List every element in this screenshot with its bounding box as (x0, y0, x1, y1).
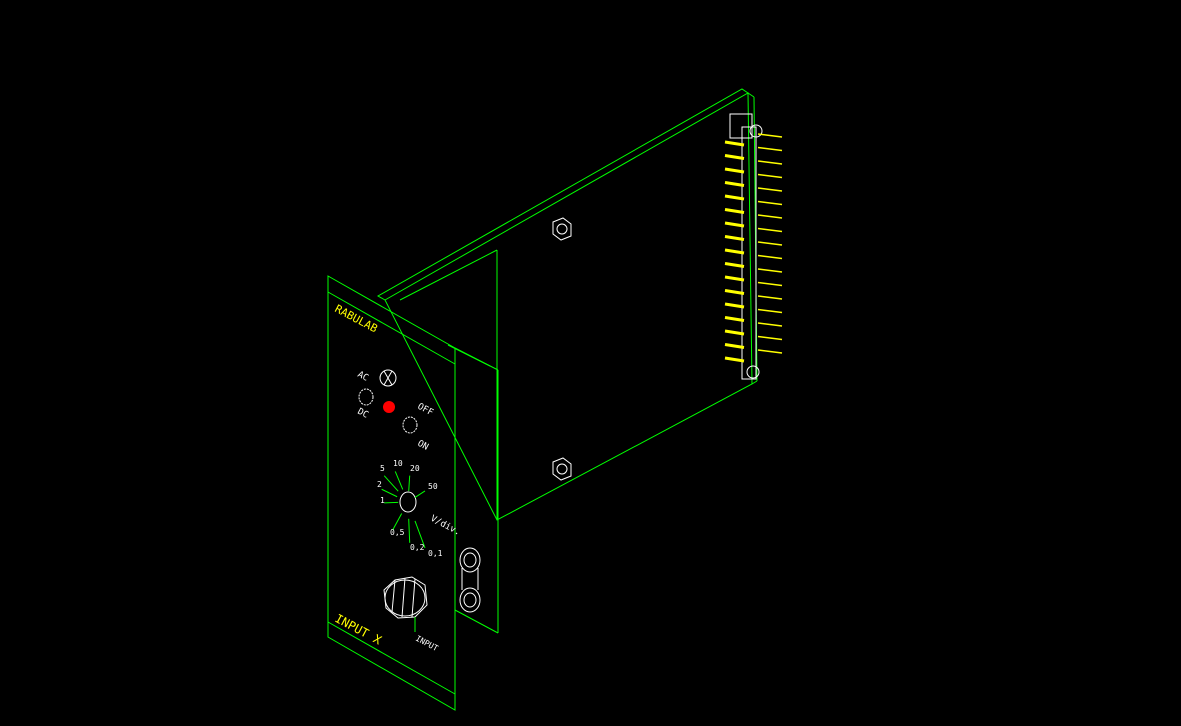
connector-pin (724, 208, 745, 214)
bnc-connector-icon (459, 547, 481, 613)
range-value-label: 50 (428, 482, 438, 491)
connector-pin (724, 248, 745, 255)
range-tick (384, 501, 399, 504)
range-tick (394, 471, 404, 490)
coupling-dc-label: DC (356, 407, 370, 421)
power-switch[interactable]: OFF ON (402, 402, 435, 453)
connector-pin (757, 349, 783, 354)
connector-pin (757, 241, 783, 246)
range-value-label: 20 (410, 464, 420, 473)
connector-pin (757, 254, 783, 260)
coupling-switch[interactable]: AC DC (356, 370, 374, 421)
connector-pin (757, 200, 783, 206)
connector-pin (724, 262, 745, 268)
range-value-label: 0,1 (428, 549, 443, 558)
range-tick (408, 518, 411, 543)
range-selector[interactable]: 5 10 20 50 2 1 0,5 0,20,1 V/div. (377, 459, 462, 558)
connector-pin (724, 302, 745, 309)
range-value-label: 2 (377, 480, 382, 489)
range-tick (381, 488, 398, 498)
screw-icon (552, 217, 572, 481)
range-tick (392, 513, 403, 531)
connector-pin (724, 194, 745, 201)
range-tick (414, 490, 426, 498)
connector-pin (724, 154, 745, 160)
connector-pin (724, 343, 745, 349)
led-icon (383, 401, 395, 413)
connector-pin (757, 160, 783, 165)
range-unit-label: V/div. (429, 514, 462, 538)
connector-pin (724, 167, 745, 174)
connector-pin (757, 173, 783, 179)
range-value-label: 1 (380, 496, 385, 505)
range-value-label: 0,2 (410, 543, 425, 552)
connector-pin (724, 356, 745, 363)
toggle-switch-icon (402, 416, 418, 434)
power-off-label: OFF (416, 402, 435, 418)
connector-pin (757, 146, 783, 152)
range-value-label: 5 (380, 464, 385, 473)
connector-pin (757, 335, 783, 341)
connector-pin (724, 181, 745, 187)
connector-pin (724, 329, 745, 336)
range-value-label: 10 (393, 459, 403, 468)
connector-pin (724, 316, 745, 322)
connector-pin (724, 275, 745, 282)
input-connector: INPUT (414, 617, 440, 653)
range-tick (383, 475, 399, 492)
knob-icon[interactable] (379, 369, 397, 387)
connector-pin (757, 295, 783, 300)
coupling-ac-label: AC (356, 370, 370, 384)
range-tick (408, 475, 411, 492)
connector-pin (724, 221, 745, 228)
connector-pin (757, 268, 783, 273)
knob-icon[interactable] (383, 576, 428, 619)
connector-pin (757, 133, 783, 138)
connector-pin (757, 322, 783, 327)
brand-label: RABULAB (333, 302, 380, 335)
input-label: INPUT (414, 634, 440, 653)
connector-pin (724, 289, 745, 295)
connector-pin (757, 214, 783, 219)
connector-pin (757, 281, 783, 287)
front-panel (327, 275, 499, 711)
connector-pin (724, 140, 745, 147)
power-on-label: ON (416, 439, 430, 453)
connector-pin (724, 235, 745, 241)
toggle-switch-icon (358, 388, 374, 406)
range-value-label: 0,5 (390, 528, 405, 537)
edge-connector-icon (724, 113, 783, 380)
connector-pin (757, 227, 783, 233)
pcb-board (376, 88, 758, 521)
connector-pin (757, 187, 783, 192)
range-tick (414, 520, 426, 549)
connector-pin (757, 308, 783, 314)
